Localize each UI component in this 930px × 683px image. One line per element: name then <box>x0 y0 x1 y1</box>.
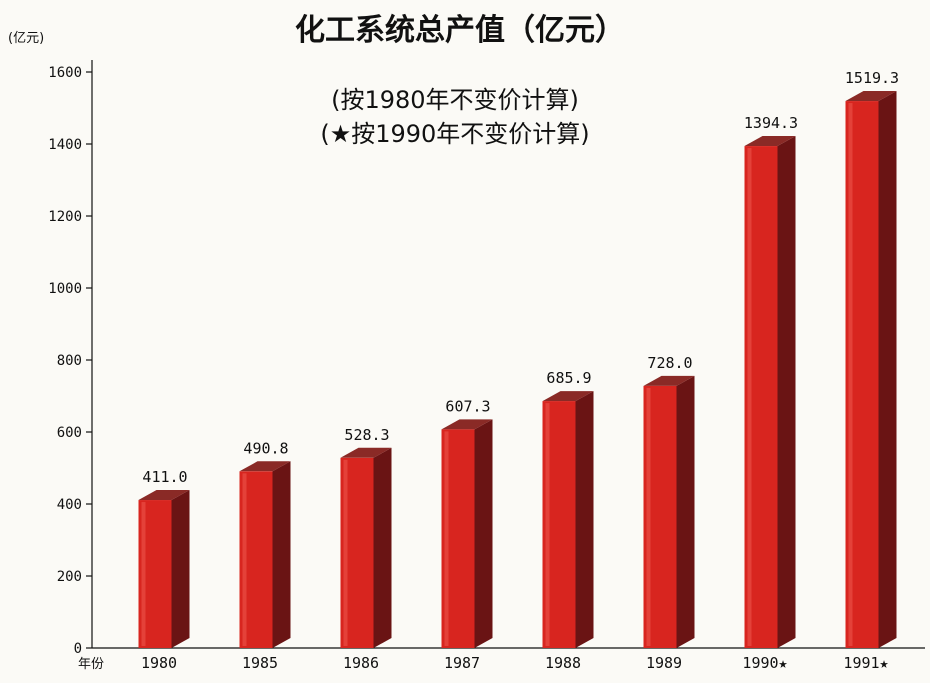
y-axis-unit-label: (亿元) <box>8 31 44 46</box>
data-labels: 411.0 1980 490.8 1985 528.3 1986 607.3 1987 685.… <box>141 69 899 672</box>
bar-value-label: 685.9 <box>546 369 591 387</box>
bar-side <box>272 461 291 648</box>
x-tick-label: 1991★ <box>843 654 888 672</box>
bar-value-label: 1519.3 <box>845 69 899 87</box>
x-tick-label: 1987 <box>444 654 480 672</box>
chart-title: 化工系统总产值（亿元） <box>295 13 625 48</box>
x-tick-label: 1988 <box>545 654 581 672</box>
y-tick-label: 1400 <box>48 137 82 153</box>
x-tick-label: 1980 <box>141 654 177 672</box>
bar-value-label: 528.3 <box>344 426 389 444</box>
bar-value-label: 411.0 <box>142 468 187 486</box>
x-tick-label: 1986 <box>343 654 379 672</box>
bar-highlight <box>545 403 550 646</box>
bar-top <box>643 375 695 386</box>
bar-top <box>744 136 796 147</box>
axes: 0 200 400 600 800 1000 1200 1400 1600 <box>48 60 925 657</box>
y-tick-label: 200 <box>57 569 82 585</box>
bar-highlight <box>747 148 752 646</box>
bar-side <box>878 91 897 648</box>
bars <box>138 91 897 648</box>
bar <box>744 136 796 648</box>
x-tick-label: 1990★ <box>742 654 787 672</box>
y-tick-label: 1200 <box>48 209 82 225</box>
bar-side <box>171 490 190 648</box>
bar-top <box>138 490 190 501</box>
y-tick-label: 800 <box>57 353 82 369</box>
bar-top <box>542 391 594 402</box>
bar-highlight <box>444 431 449 646</box>
bar-value-label: 607.3 <box>445 397 490 415</box>
bar-top <box>239 461 291 472</box>
y-tick-label: 1000 <box>48 281 82 297</box>
bar-highlight <box>848 103 853 646</box>
x-tick-label: 1989 <box>646 654 682 672</box>
y-tick-label: 1600 <box>48 65 82 81</box>
bar-side <box>575 391 594 648</box>
bar-top <box>845 91 897 102</box>
bar-side <box>373 447 392 648</box>
bar <box>138 490 190 648</box>
bar-value-label: 490.8 <box>243 439 288 457</box>
y-tick-label: 600 <box>57 425 82 441</box>
chart-subtitle-line-2: (★按1990年不变价计算) <box>320 120 589 148</box>
bar <box>340 447 392 648</box>
bar <box>239 461 291 648</box>
y-tick-label: 0 <box>74 641 82 657</box>
y-tick-label: 400 <box>57 497 82 513</box>
bar <box>845 91 897 648</box>
bar-side <box>777 136 796 648</box>
bar-highlight <box>141 502 146 646</box>
bar-highlight <box>242 473 247 646</box>
bar <box>643 375 695 648</box>
bar <box>542 391 594 648</box>
bar-value-label: 728.0 <box>647 354 692 372</box>
bar-value-label: 1394.3 <box>744 114 798 132</box>
bar <box>441 419 493 648</box>
bar-side <box>474 419 493 648</box>
chart-subtitle-line-1: (按1980年不变价计算) <box>331 86 579 114</box>
x-axis-label: 年份 <box>78 657 104 672</box>
bar-highlight <box>646 387 651 646</box>
bar-side <box>676 375 695 648</box>
bar-top <box>441 419 493 430</box>
bar-highlight <box>343 459 348 646</box>
bar-top <box>340 447 392 458</box>
x-tick-label: 1985 <box>242 654 278 672</box>
